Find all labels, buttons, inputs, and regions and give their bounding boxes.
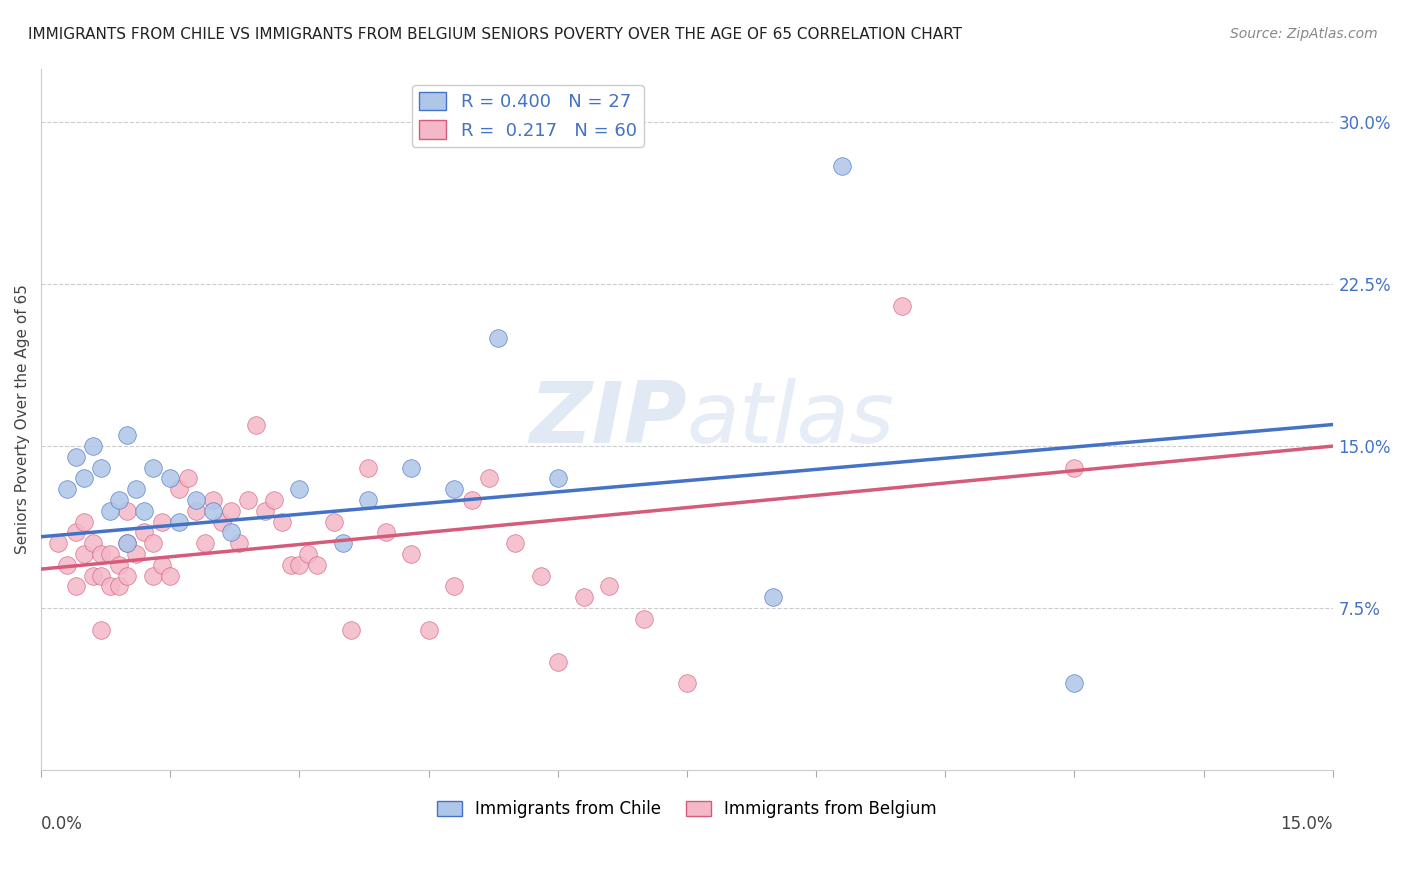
Point [56,482,79,496]
Text: ZIP: ZIP [529,377,688,460]
Point [288,482,311,496]
Point [176,471,198,485]
Legend: R = 0.400   N = 27, R =  0.217   N = 60: R = 0.400 N = 27, R = 0.217 N = 60 [412,85,644,146]
Point [142,460,165,475]
Point [115,428,138,442]
Point [184,504,207,518]
Point [478,471,501,485]
Point [90,568,112,582]
Point [460,493,482,508]
Point [115,536,138,550]
Point [529,568,551,582]
Point [115,568,138,582]
Point [167,482,190,496]
Point [374,525,396,540]
Point [90,547,112,561]
Point [202,504,225,518]
Point [142,568,165,582]
Point [73,547,96,561]
Point [56,558,79,572]
Point [762,590,785,604]
Point [831,159,853,173]
Point [598,579,620,593]
Point [98,504,121,518]
Point [219,504,242,518]
Point [1063,676,1085,690]
Point [134,504,156,518]
Y-axis label: Seniors Poverty Over the Age of 65: Seniors Poverty Over the Age of 65 [15,285,30,554]
Point [1063,460,1085,475]
Point [65,579,87,593]
Point [676,676,699,690]
Text: IMMIGRANTS FROM CHILE VS IMMIGRANTS FROM BELGIUM SENIORS POVERTY OVER THE AGE OF: IMMIGRANTS FROM CHILE VS IMMIGRANTS FROM… [28,27,962,42]
Point [253,504,276,518]
Point [65,450,87,464]
Point [98,547,121,561]
Point [401,460,423,475]
Point [418,623,440,637]
Point [73,515,96,529]
Point [184,493,207,508]
Point [236,493,259,508]
Point [633,612,655,626]
Point [288,558,311,572]
Point [107,579,129,593]
Point [572,590,595,604]
Point [228,536,250,550]
Point [142,536,165,550]
Point [443,579,465,593]
Text: 0.0%: 0.0% [41,815,83,833]
Point [194,536,217,550]
Point [159,568,181,582]
Point [150,558,173,572]
Point [486,331,509,345]
Point [547,471,569,485]
Point [115,504,138,518]
Point [90,623,112,637]
Point [280,558,302,572]
Point [73,471,96,485]
Point [357,493,380,508]
Point [245,417,267,432]
Point [98,579,121,593]
Point [263,493,285,508]
Point [271,515,294,529]
Point [219,525,242,540]
Point [401,547,423,561]
Point [211,515,233,529]
Point [332,536,354,550]
Point [65,525,87,540]
Point [115,536,138,550]
Point [90,460,112,475]
Point [125,547,148,561]
Text: 15.0%: 15.0% [1281,815,1333,833]
Point [134,525,156,540]
Point [82,568,104,582]
Point [82,536,104,550]
Point [340,623,363,637]
Point [443,482,465,496]
Point [150,515,173,529]
Point [322,515,344,529]
Point [107,493,129,508]
Point [125,482,148,496]
Point [357,460,380,475]
Point [167,515,190,529]
Point [297,547,319,561]
Point [305,558,328,572]
Point [46,536,69,550]
Text: atlas: atlas [688,377,896,460]
Text: Source: ZipAtlas.com: Source: ZipAtlas.com [1230,27,1378,41]
Point [107,558,129,572]
Point [503,536,526,550]
Point [891,299,914,313]
Point [547,655,569,669]
Point [159,471,181,485]
Point [82,439,104,453]
Point [202,493,225,508]
